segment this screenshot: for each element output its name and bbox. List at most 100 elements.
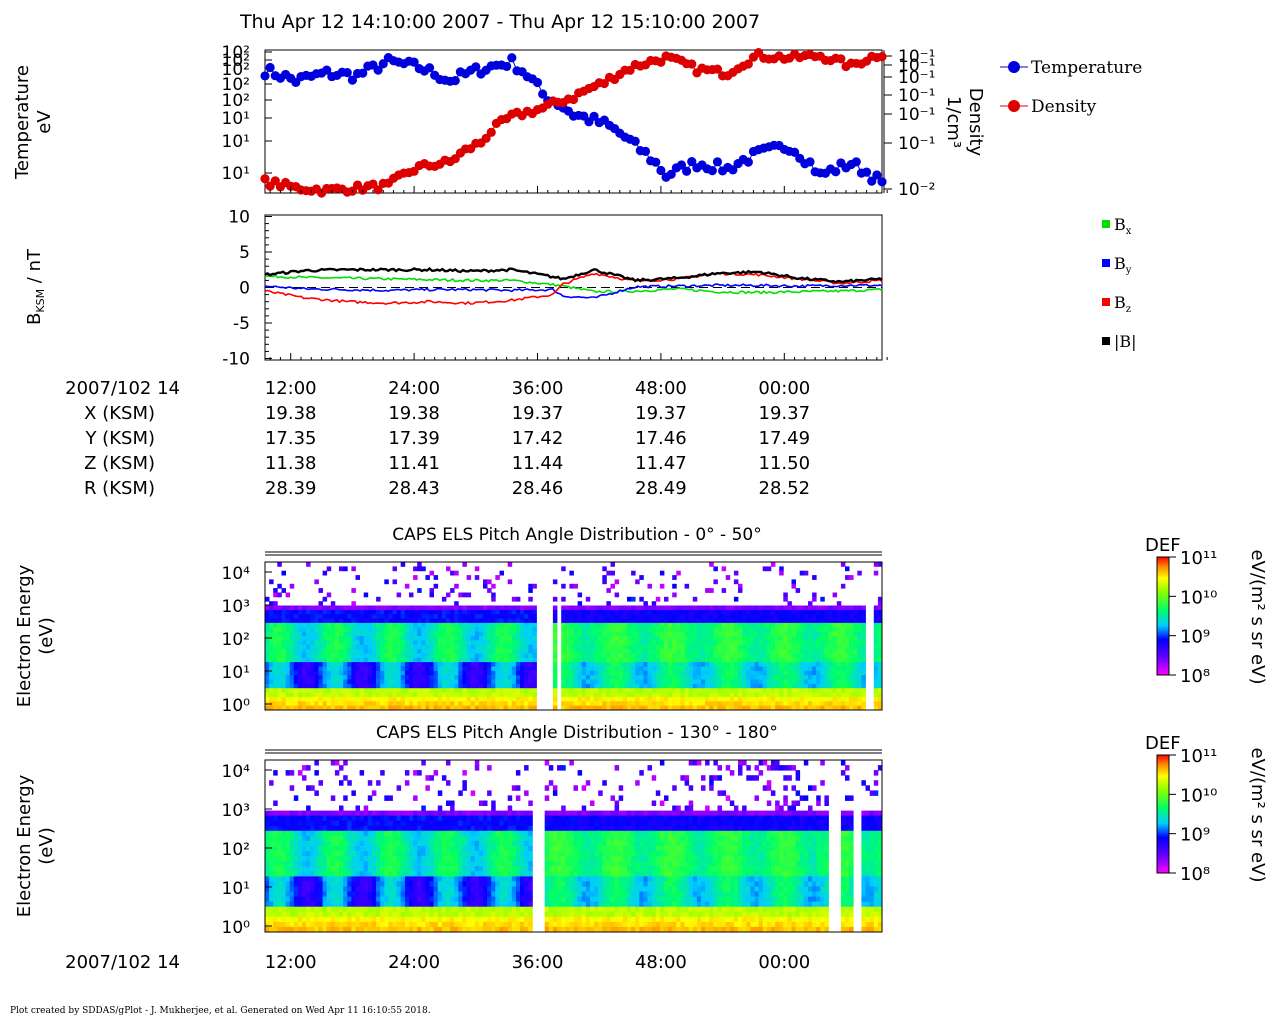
spectrogram-cell — [639, 605, 644, 611]
spectrogram-cell — [857, 657, 862, 663]
spectrogram-cell — [701, 605, 706, 611]
temperature-point — [502, 61, 512, 72]
spectrogram-cell — [783, 675, 788, 680]
spectrogram-cell — [573, 605, 578, 611]
spectrogram-cell — [297, 861, 303, 867]
spectrogram-cell — [758, 670, 764, 676]
spectrogram-cell — [376, 840, 381, 847]
spectrogram-cell — [742, 683, 747, 689]
spectrogram-cell — [404, 679, 410, 685]
spectrogram-cell — [326, 820, 332, 827]
spectrogram-cell — [281, 846, 286, 852]
spectrogram-cell — [334, 891, 340, 897]
spectrogram-cell — [713, 670, 718, 676]
spectrogram-cell — [330, 795, 336, 801]
spectrogram-cell — [803, 644, 809, 650]
spectrogram-cell — [696, 627, 702, 633]
spectrogram-cell — [302, 765, 307, 771]
spectrogram-cell — [367, 644, 373, 650]
spectrogram-cell — [840, 644, 846, 650]
spectrogram-cell — [478, 636, 484, 641]
spectrogram-cell — [709, 705, 714, 711]
spectrogram-cell — [655, 636, 661, 641]
spectrogram-cell — [314, 640, 319, 646]
spectrogram-cell — [437, 609, 443, 615]
spectrogram-cell — [688, 640, 694, 646]
spectrogram-cell — [762, 605, 768, 611]
spectrogram-cell — [696, 657, 702, 663]
spectrogram-cell — [598, 622, 603, 628]
spectrogram-cell — [297, 670, 303, 676]
spectrogram-cell — [631, 696, 636, 702]
magnetic-field-plot-area — [264, 267, 883, 306]
spectrogram-cell — [334, 881, 340, 887]
spectrogram-cell — [602, 670, 607, 676]
spectrogram-cell — [853, 627, 858, 633]
spectrogram-cell — [404, 840, 410, 847]
spectrogram-cell — [643, 696, 648, 702]
temperature-tick-label: 10¹ — [222, 164, 250, 184]
spectrogram-cell — [808, 627, 813, 633]
spectrogram-cell — [265, 896, 270, 903]
spectrogram-cell — [293, 825, 299, 832]
spectrogram-cell — [347, 866, 352, 872]
spectrogram-cell — [684, 662, 690, 667]
spectrogram-cell — [565, 605, 570, 611]
spectrogram-cell — [293, 670, 299, 676]
spectrogram-cell — [380, 679, 385, 685]
spectrogram-cell — [552, 614, 558, 619]
spectrogram-cell — [528, 588, 533, 593]
spectrogram-cell — [289, 856, 295, 862]
spectrogram-cell — [376, 896, 381, 903]
spectrogram-cell — [458, 640, 463, 646]
spectrogram-cell — [310, 891, 315, 897]
spectrogram-cell — [289, 666, 295, 672]
spectrogram-cell — [618, 701, 624, 707]
spectrogram-cell — [281, 830, 286, 837]
spectrogram-cell — [314, 679, 319, 685]
spectrogram-cell — [306, 866, 311, 872]
spectrogram-cell — [293, 835, 299, 842]
spectrogram-cell — [446, 614, 451, 619]
spectrogram-cell — [285, 683, 291, 689]
spectrogram-cell — [297, 835, 303, 842]
spectrogram-cell — [273, 866, 278, 872]
spectrogram-cell — [454, 657, 459, 663]
temperature-point — [507, 53, 517, 63]
spectrogram-cell — [511, 666, 517, 672]
spectrogram-cell — [610, 583, 615, 589]
ephemeris-value: 17.42 — [512, 428, 564, 449]
spectrogram-cell — [812, 670, 817, 676]
spectrogram-cell — [363, 871, 369, 877]
spectrogram-cell — [594, 622, 599, 628]
spectrogram-cell — [627, 696, 632, 702]
spectrogram-cell — [277, 825, 282, 832]
spectrogram-cell — [326, 851, 332, 857]
spectrogram-cell — [569, 649, 574, 654]
spectrogram-cell — [787, 696, 792, 702]
spectrogram-cell — [466, 701, 472, 707]
spectrogram-cell — [400, 627, 406, 633]
spectrogram-cell — [384, 871, 389, 877]
spectrogram-cell — [524, 605, 529, 611]
spectrogram-cell — [273, 644, 278, 650]
spectrogram-cell — [614, 622, 620, 628]
spectrogram-cell — [795, 644, 801, 650]
spectrogram-cell — [297, 810, 303, 817]
spectrogram-cell — [783, 679, 788, 685]
spectrogram-cell — [326, 618, 332, 624]
spectrogram-cell — [808, 657, 813, 663]
spectrogram-cell — [367, 657, 373, 663]
spectrogram-cell — [330, 881, 336, 887]
spectrogram-cell — [462, 705, 467, 711]
spectrogram-cell — [783, 688, 788, 693]
spectrogram-cell — [359, 688, 365, 693]
spectrogram-cell — [330, 911, 336, 918]
spectrogram-cell — [750, 705, 755, 711]
spectrogram-cell — [310, 840, 315, 847]
spectrogram-cell — [861, 640, 866, 646]
spectrogram-cell — [306, 765, 311, 771]
spectrogram-cell — [672, 696, 677, 702]
spectrogram-cell — [384, 666, 389, 672]
